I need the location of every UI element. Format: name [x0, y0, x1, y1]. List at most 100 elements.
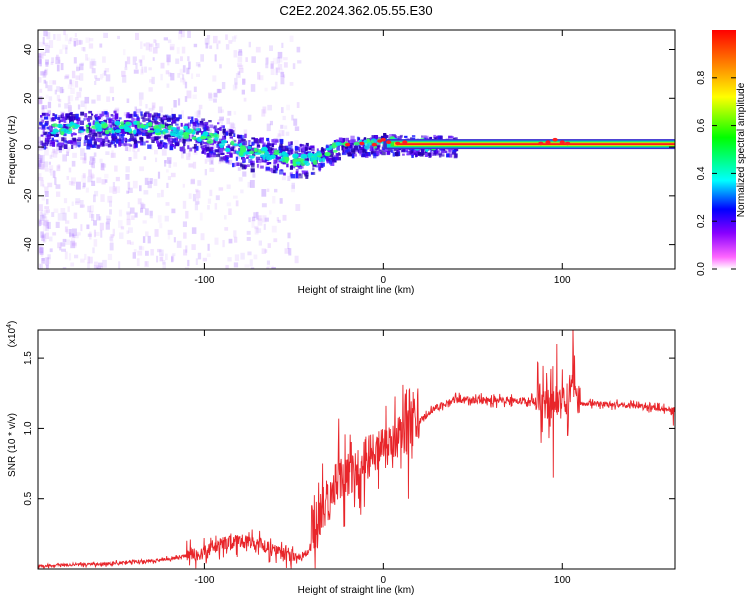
spectrogram-noise-cell	[43, 52, 46, 56]
spectrogram-noise-cell	[130, 241, 134, 245]
spectrogram-peak-cell	[173, 134, 179, 137]
spectrogram-band-cell	[189, 147, 193, 152]
spectrogram-band-cell	[379, 152, 382, 155]
spectrogram-noise-cell	[65, 47, 68, 54]
spectrogram-noise-cell	[209, 45, 213, 49]
spectrogram-band-cell	[52, 142, 56, 147]
spectrogram-band-cell	[402, 153, 405, 156]
spectrogram-band-cell	[374, 135, 379, 140]
spectrogram-noise-cell	[155, 157, 158, 163]
spectrogram-noise-cell	[182, 65, 186, 73]
spectrogram-noise-cell	[51, 57, 55, 63]
spectrogram-band-cell	[68, 116, 74, 121]
spectrogram-band-cell	[141, 137, 144, 143]
spectrogram-peak-cell	[51, 123, 59, 127]
spectrogram-max-cell	[386, 140, 392, 144]
spectrogram-peak-cell	[302, 160, 309, 163]
spectrogram-noise-cell	[139, 59, 143, 67]
spectrogram-noise-cell	[157, 215, 162, 223]
spectrogram-band-cell	[63, 133, 67, 137]
spectrogram-noise-cell	[109, 86, 114, 94]
spectrogram-noise-cell	[262, 215, 267, 223]
spectrogram-peak-cell	[85, 128, 90, 134]
spectrogram-noise-cell	[85, 37, 91, 43]
spectrogram-noise-cell	[192, 161, 197, 169]
spectrogram-band-cell	[409, 149, 413, 155]
spectrogram-noise-cell	[92, 122, 96, 128]
spectrogram-noise-cell	[55, 221, 60, 228]
spectrogram-noise-cell	[119, 232, 124, 239]
spectrogram-noise-cell	[84, 96, 90, 104]
spectrogram-band-cell	[88, 122, 91, 126]
spectrogram-band-cell	[193, 122, 197, 127]
spectrogram-band-cell	[273, 165, 277, 170]
spectrogram-band-cell	[390, 149, 394, 153]
spectrogram-peak-cell	[249, 155, 255, 159]
spectrogram-band-cell	[59, 142, 64, 145]
spectrogram-band-cell	[170, 128, 174, 133]
spectrogram-noise-cell	[281, 130, 285, 137]
spectrogram-peak-cell	[285, 153, 289, 158]
spectrogram-noise-cell	[177, 98, 181, 106]
spectrogram-band-cell	[199, 140, 205, 144]
spectrogram-band-cell	[165, 123, 168, 127]
spectrogram-noise-cell	[66, 146, 71, 151]
spectrogram-noise-cell	[218, 159, 221, 165]
spectrogram-band-cell	[87, 139, 91, 145]
spectrogram-noise-cell	[217, 119, 221, 123]
spectrogram-band-cell	[330, 161, 335, 166]
spectrogram-noise-cell	[275, 67, 278, 76]
spectrogram-band-cell	[262, 144, 265, 149]
spectrogram-noise-cell	[62, 154, 67, 162]
spectrogram-noise-cell	[67, 206, 70, 212]
spectrogram-band-cell	[370, 145, 374, 148]
spectrogram-noise-cell	[136, 108, 141, 114]
spectrogram-noise-cell	[90, 162, 93, 167]
spectrogram-band-cell	[49, 143, 53, 147]
spectrogram-band-cell	[417, 152, 421, 155]
spectrogram-noise-cell	[47, 101, 52, 109]
spectrogram-band-cell	[312, 167, 315, 171]
spectrogram-band-cell	[239, 162, 243, 167]
spectrogram-max-cell	[380, 137, 386, 142]
spectrogram-noise-cell	[219, 64, 222, 69]
spectrogram-noise-cell	[54, 89, 57, 95]
spectrogram-peak-cell	[238, 151, 244, 156]
spectrogram-band-cell	[80, 111, 85, 116]
spectrogram-noise-cell	[182, 183, 185, 188]
spectrogram-band-cell	[221, 137, 226, 141]
spectrogram-noise-cell	[39, 247, 44, 255]
spectrogram-band-cell	[444, 150, 448, 153]
spectrogram-band-cell	[348, 140, 351, 146]
spectrogram-band-cell	[165, 127, 170, 130]
spectrogram-peak-cell	[230, 140, 235, 146]
spectrogram-noise-cell	[53, 151, 58, 158]
spectrogram-band-cell	[359, 146, 362, 149]
spectrogram-noise-cell	[44, 191, 49, 197]
spectrogram-noise-cell	[42, 70, 46, 78]
spectrogram-noise-cell	[166, 157, 172, 164]
spectrogram-noise-cell	[266, 265, 271, 269]
spectrogram-band-cell	[106, 117, 111, 121]
spectrogram-noise-cell	[186, 90, 192, 99]
spectrogram-band-cell	[297, 153, 302, 158]
spectrogram-noise-cell	[296, 46, 301, 53]
spectrogram-noise-cell	[98, 262, 103, 267]
snr-y-tick-label: 1.0	[23, 421, 34, 435]
spectrogram-noise-cell	[39, 155, 43, 163]
spectrogram-noise-cell	[195, 197, 200, 205]
spectrogram-noise-cell	[164, 215, 169, 222]
spectrogram-noise-cell	[46, 109, 51, 116]
spectrogram-noise-cell	[227, 110, 232, 116]
spectrogram-noise-cell	[71, 160, 76, 167]
spectrogram-max-cell	[545, 140, 551, 144]
spectrogram-noise-cell	[293, 118, 298, 126]
colorbar-tick-label: 0.0	[696, 262, 707, 276]
spectrogram-band-cell	[93, 141, 97, 146]
spectrogram-noise-cell	[195, 258, 198, 265]
spectrogram-band-cell	[308, 147, 312, 150]
spectrogram-noise-cell	[64, 33, 68, 42]
spectrogram-noise-cell	[152, 105, 155, 111]
spectrogram-band-cell	[50, 117, 55, 122]
spectrogram-peak-cell	[270, 156, 275, 159]
